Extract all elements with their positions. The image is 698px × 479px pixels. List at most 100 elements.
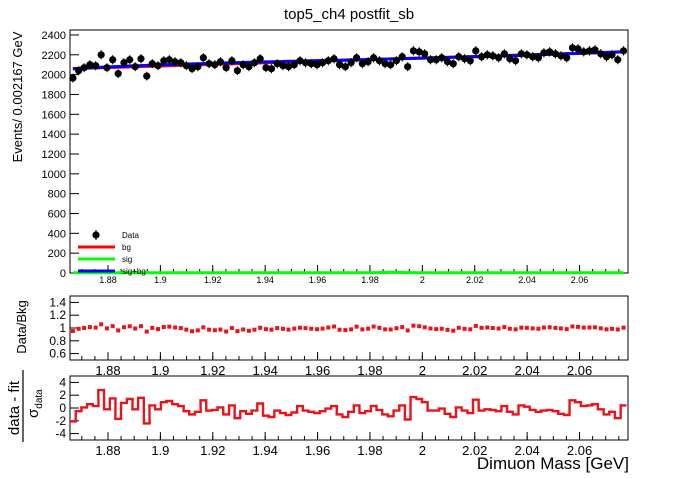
- ratio-marker: [145, 330, 149, 334]
- ratio-marker: [377, 326, 381, 330]
- ratio-marker: [519, 326, 523, 330]
- data-marker: [154, 62, 161, 69]
- ratio-marker: [599, 326, 603, 330]
- ratio-y-tick-label: 0.8: [49, 334, 66, 348]
- pull-x-tick-label: 2: [419, 443, 426, 458]
- ratio-marker: [99, 322, 103, 326]
- ratio-marker: [565, 327, 569, 331]
- ratio-marker: [321, 327, 325, 331]
- ratio-marker: [252, 328, 256, 332]
- data-marker: [200, 54, 207, 61]
- data-marker: [450, 60, 457, 67]
- ratio-marker: [190, 329, 194, 333]
- legend-label: sig+bg: [122, 267, 146, 276]
- data-marker: [132, 63, 139, 70]
- ratio-marker: [485, 325, 489, 329]
- ratio-marker: [281, 327, 285, 331]
- ratio-y-tick-label: 0.6: [49, 347, 66, 361]
- data-marker: [194, 63, 201, 70]
- ratio-marker: [576, 325, 580, 329]
- ratio-marker: [474, 324, 478, 328]
- main-y-tick-label: 1800: [42, 89, 66, 101]
- ratio-marker: [502, 325, 506, 329]
- ratio-marker: [338, 328, 342, 332]
- main-x-tick-label: 2.02: [466, 275, 484, 285]
- ratio-marker: [536, 327, 540, 331]
- ratio-marker: [218, 328, 222, 332]
- ratio-marker: [167, 325, 171, 329]
- ratio-marker: [451, 329, 455, 333]
- ratio-marker: [213, 328, 217, 332]
- main-x-tick-label: 1.96: [309, 275, 327, 285]
- main-y-tick-label: 2000: [42, 70, 66, 82]
- data-marker: [98, 51, 105, 58]
- main-y-tick-label: 800: [48, 189, 66, 201]
- ratio-marker: [343, 328, 347, 332]
- ratio-marker: [559, 326, 563, 330]
- ratio-marker: [269, 328, 273, 332]
- ratio-marker: [355, 325, 359, 329]
- data-marker: [353, 54, 360, 61]
- main-y-tick-label: 0: [60, 268, 66, 280]
- ratio-marker: [417, 324, 421, 328]
- pull-x-tick-label: 1.98: [357, 443, 382, 458]
- data-marker: [608, 51, 615, 58]
- main-x-tick-label: 1.88: [99, 275, 117, 285]
- ratio-marker: [587, 325, 591, 329]
- ratio-y-axis-label: Data/Bkg: [14, 300, 29, 353]
- data-marker: [472, 47, 479, 54]
- data-marker: [404, 63, 411, 70]
- ratio-marker: [77, 327, 81, 331]
- legend-label: Data: [122, 231, 139, 240]
- ratio-marker: [133, 327, 137, 331]
- ratio-marker: [298, 326, 302, 330]
- pull-x-tick-label: 1.88: [95, 443, 120, 458]
- ratio-marker: [156, 327, 160, 331]
- main-y-tick-label: 1400: [42, 129, 66, 141]
- ratio-marker: [332, 325, 336, 329]
- ratio-marker: [116, 328, 120, 332]
- data-marker: [535, 54, 542, 61]
- ratio-marker: [247, 329, 251, 333]
- ratio-marker: [258, 326, 262, 330]
- ratio-marker: [468, 327, 472, 331]
- ratio-marker: [610, 327, 614, 331]
- ratio-marker: [525, 326, 529, 330]
- ratio-marker: [570, 324, 574, 328]
- ratio-marker: [383, 327, 387, 331]
- legend-label: sig: [122, 255, 132, 264]
- data-marker: [137, 55, 144, 62]
- legend-marker: [92, 231, 99, 238]
- data-marker: [103, 64, 110, 71]
- ratio-marker: [224, 330, 228, 334]
- pull-y-axis-sigma-subscript: data: [34, 389, 45, 409]
- pull-y-tick-label: 2: [59, 388, 66, 402]
- data-marker: [512, 57, 519, 64]
- main-y-tick-label: 600: [48, 208, 66, 220]
- data-marker: [217, 58, 224, 65]
- ratio-marker: [304, 326, 308, 330]
- ratio-marker: [315, 327, 319, 331]
- main-y-tick-label: 1600: [42, 109, 66, 121]
- ratio-marker: [497, 327, 501, 331]
- ratio-marker: [139, 324, 143, 328]
- main-x-tick-label: 1.92: [204, 275, 222, 285]
- data-marker: [92, 62, 99, 69]
- ratio-marker: [372, 325, 376, 329]
- ratio-marker: [207, 328, 211, 332]
- main-y-tick-label: 2200: [42, 50, 66, 62]
- ratio-marker: [264, 327, 268, 331]
- ratio-marker: [508, 327, 512, 331]
- main-x-tick-label: 1.98: [361, 275, 379, 285]
- ratio-y-tick-label: 1.4: [49, 295, 66, 309]
- ratio-marker: [105, 326, 109, 330]
- ratio-y-tick-label: 1.2: [49, 308, 66, 322]
- ratio-marker: [82, 326, 86, 330]
- pull-y-tick-label: -2: [55, 414, 66, 428]
- ratio-marker: [94, 326, 98, 330]
- pull-y-tick-label: 4: [59, 375, 66, 389]
- ratio-marker: [457, 326, 461, 330]
- data-marker: [614, 56, 621, 63]
- ratio-marker: [349, 327, 353, 331]
- main-y-tick-label: 400: [48, 228, 66, 240]
